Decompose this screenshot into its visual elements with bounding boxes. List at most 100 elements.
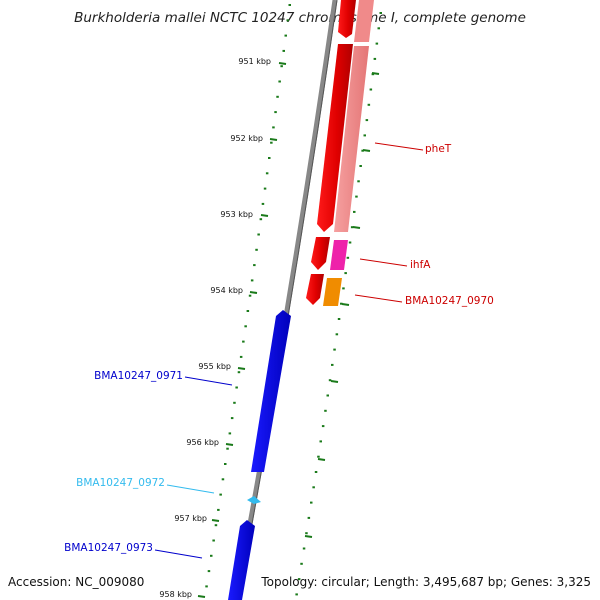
minor-tick	[246, 310, 250, 312]
BMA10247_0972-connector	[166, 484, 215, 494]
minor-tick	[205, 585, 208, 588]
major-tick	[269, 138, 278, 141]
minor-tick	[367, 103, 371, 106]
minor-tick	[324, 409, 327, 412]
genome-summary: Topology: circular; Length: 3,495,687 bp…	[261, 575, 591, 589]
minor-tick	[331, 363, 334, 366]
map-title: Burkholderia mallei NCTC 10247 chromosom…	[74, 10, 526, 26]
minor-tick	[369, 88, 373, 91]
minor-tick	[359, 165, 362, 167]
minor-tick	[340, 302, 343, 305]
BMA10247_0971-connector	[184, 376, 233, 386]
cds-reverse-track	[228, 310, 291, 600]
minor-tick	[233, 401, 236, 404]
minor-tick	[371, 73, 375, 76]
label-connectors	[154, 142, 424, 559]
minor-tick	[228, 432, 232, 435]
gene-label-pheT[interactable]: pheT	[425, 143, 452, 155]
minor-tick	[237, 371, 241, 374]
minor-tick	[328, 379, 332, 382]
minor-tick	[319, 440, 322, 443]
minor-tick	[317, 455, 320, 458]
major-tick	[341, 303, 350, 306]
minor-tick	[253, 264, 256, 267]
major-tick	[317, 458, 326, 461]
minor-tick	[235, 386, 238, 389]
minor-tick	[226, 447, 229, 450]
cds-pheT-top	[338, 0, 356, 38]
cds-ihfA	[311, 237, 330, 270]
minor-tick	[333, 348, 336, 351]
BMA10247_0970-connector	[354, 294, 403, 303]
tick-label: 958 kbp	[159, 590, 192, 599]
minor-tick	[242, 340, 245, 343]
minor-tick	[261, 202, 265, 205]
gene-label-BMA10247_0973[interactable]: BMA10247_0973	[64, 542, 153, 554]
tick-label: 952 kbp	[230, 134, 263, 143]
minor-tick	[288, 4, 291, 6]
minor-tick	[270, 141, 273, 144]
backbone-arc	[233, 0, 338, 600]
major-tick	[249, 291, 258, 294]
minor-tick	[210, 554, 213, 557]
minor-tick	[379, 12, 382, 14]
cds-BMA10247_0970	[306, 274, 324, 305]
tick-label: 956 kbp	[186, 438, 219, 447]
gene-label-BMA10247_0971[interactable]: BMA10247_0971	[94, 370, 183, 382]
BMA10247_0970-feature-track	[323, 278, 342, 306]
minor-tick	[302, 547, 306, 550]
minor-tick	[224, 463, 227, 465]
cds-BMA10247_0971	[251, 310, 291, 472]
pheT-feature-track	[354, 0, 374, 42]
minor-tick	[357, 180, 360, 183]
minor-tick	[295, 593, 298, 596]
minor-tick	[363, 134, 366, 137]
minor-tick	[355, 195, 358, 198]
minor-tick	[282, 49, 285, 52]
major-tick	[278, 62, 287, 65]
tick-marks	[197, 4, 382, 598]
cds-pheT	[317, 44, 353, 232]
minor-tick	[239, 355, 243, 358]
major-tick	[304, 535, 313, 538]
minor-tick	[284, 34, 287, 37]
gene-labels: pheT ihfA BMA10247_0970 BMA10247_0971 BM…	[64, 143, 494, 554]
minor-tick	[337, 318, 341, 320]
minor-tick	[353, 210, 356, 213]
BMA10247_0973-connector	[154, 549, 203, 559]
minor-tick	[297, 578, 301, 581]
tick-label: 953 kbp	[220, 210, 253, 219]
minor-tick	[259, 218, 263, 221]
minor-tick	[257, 233, 260, 236]
gene-label-BMA10247_0970[interactable]: BMA10247_0970	[405, 295, 494, 307]
minor-tick	[344, 272, 347, 275]
minor-tick	[268, 157, 271, 159]
minor-tick	[248, 294, 252, 297]
minor-tick	[377, 27, 380, 30]
minor-tick	[300, 562, 303, 565]
minor-tick	[375, 42, 379, 45]
minor-tick	[326, 394, 329, 397]
backbone-arc-shade	[237, 0, 338, 600]
cds-BMA10247_0972	[247, 496, 261, 504]
minor-tick	[230, 417, 234, 420]
gene-label-ihfA[interactable]: ihfA	[410, 259, 431, 271]
minor-tick	[217, 508, 220, 511]
tick-labels: 951 kbp 952 kbp 953 kbp 954 kbp 955 kbp …	[159, 57, 271, 599]
gene-label-BMA10247_0972[interactable]: BMA10247_0972	[76, 477, 165, 489]
major-tick	[211, 519, 220, 522]
major-tick	[225, 443, 234, 446]
minor-tick	[207, 570, 211, 573]
minor-tick	[335, 333, 339, 336]
minor-tick	[307, 516, 311, 519]
minor-tick	[348, 241, 352, 244]
minor-tick	[263, 187, 267, 190]
cds-BMA10247_0973	[228, 520, 255, 600]
tick-label: 954 kbp	[210, 286, 243, 295]
tick-label: 957 kbp	[174, 514, 207, 523]
minor-tick	[212, 539, 215, 542]
minor-tick	[255, 248, 258, 251]
feature-track-outer	[323, 0, 374, 306]
pheT-connector	[374, 142, 424, 151]
